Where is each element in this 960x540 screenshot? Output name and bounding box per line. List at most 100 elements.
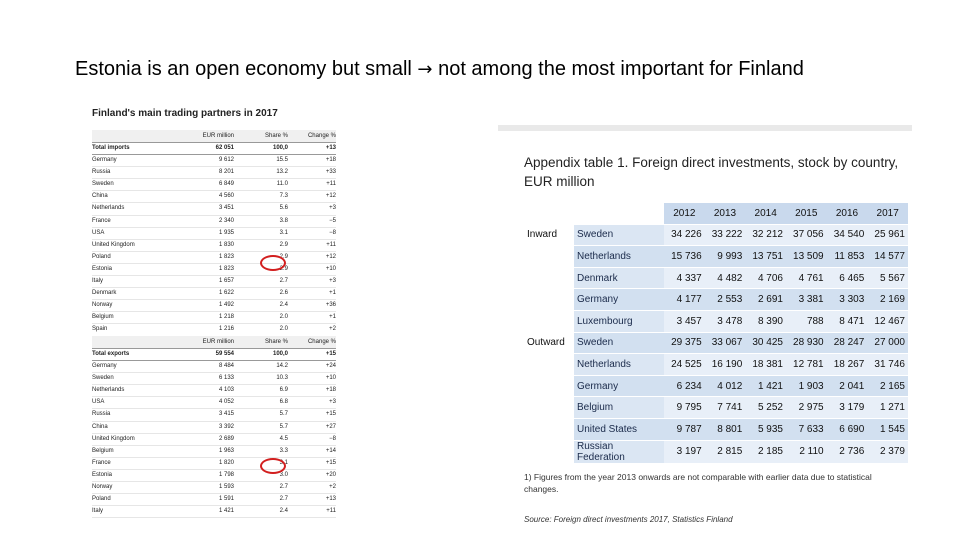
trade-cell: Spain xyxy=(92,518,174,520)
trade-cell: 1 421 xyxy=(218,508,234,515)
trade-cell: 8 484 xyxy=(218,363,234,370)
fdi-value-cell: 13 751 xyxy=(745,245,786,268)
trade-header-cell xyxy=(92,336,174,348)
trade-cell: Estonia xyxy=(92,471,113,478)
trade-row: Sweden 6 133 10.3 +10 xyxy=(92,373,336,386)
trade-cell: 9 612 xyxy=(218,157,234,164)
fdi-value-cell: 2 691 xyxy=(745,288,786,311)
fdi-value-cell: 3 303 xyxy=(826,288,868,311)
trade-row: France 1 820 3.1 +15 xyxy=(92,458,336,470)
fdi-value-cell: 3 381 xyxy=(785,288,827,311)
trade-cell: 1 935 xyxy=(218,229,234,236)
fdi-value-cell: 37 056 xyxy=(785,224,827,247)
fdi-table-title: Appendix table 1. Foreign direct investm… xyxy=(524,155,899,189)
fdi-value-cell: 24 525 xyxy=(664,353,705,376)
fdi-value-cell: 31 746 xyxy=(867,353,908,376)
fdi-footnote: 1) Figures from the year 2013 onwards ar… xyxy=(524,472,872,494)
trade-cell: Belgium xyxy=(92,314,114,321)
trade-row: Norway 1 593 2.7 +2 xyxy=(92,482,336,495)
fdi-table: 2012 2013 2014 2015 2016 2017 Inward Sweden 34 … xyxy=(524,203,908,464)
trade-cell: 1 492 xyxy=(218,302,234,309)
trade-cell: Netherlands xyxy=(92,387,125,394)
fdi-year-header: 2013 xyxy=(704,203,746,225)
fdi-appendix-image: Appendix table 1. Foreign direct investm… xyxy=(498,125,912,531)
estonia-imports-highlight-circle xyxy=(260,255,286,271)
trade-cell: France xyxy=(92,459,111,466)
fdi-value-cell: 27 000 xyxy=(867,332,908,355)
trade-cell: 6 849 xyxy=(218,181,234,188)
trade-cell: 11.0 xyxy=(276,181,288,188)
trade-cell: −8 xyxy=(329,435,336,442)
trade-header-cell: Change % xyxy=(307,133,336,139)
fdi-row: Germany 6 234 4 012 1 421 1 903 2 041 2 165 xyxy=(524,375,908,398)
trade-cell: 1 622 xyxy=(218,290,234,297)
fdi-row: Outward Sweden 29 375 33 067 30 425 28 930 28 … xyxy=(524,332,908,355)
trade-row: Denmark 1 622 2.6 +1 xyxy=(92,288,336,301)
fdi-value-cell: 7 633 xyxy=(785,418,827,441)
fdi-value-cell: 15 736 xyxy=(664,245,705,268)
trade-cell: +18 xyxy=(325,157,336,164)
trade-cell: 1 216 xyxy=(218,326,234,333)
trade-header-cell: EUR million xyxy=(202,133,234,139)
trade-cell: 2.0 xyxy=(279,326,288,333)
trade-header-cell xyxy=(92,130,174,142)
fdi-value-cell: 4 177 xyxy=(664,288,705,311)
trade-cell: +1 xyxy=(329,314,336,321)
fdi-value-cell: 9 795 xyxy=(664,396,705,419)
trade-header-cell: Share % xyxy=(264,133,288,139)
trade-cell: +18 xyxy=(325,387,336,394)
trade-cell: 3.1 xyxy=(279,229,288,236)
trade-header-row: EUR million Share % Change % xyxy=(92,336,336,349)
fdi-country-cell: Netherlands xyxy=(574,353,664,376)
trade-cell: 3.8 xyxy=(279,217,288,224)
fdi-value-cell: 9 993 xyxy=(704,245,746,268)
trade-row: USA 4 052 6.8 +3 xyxy=(92,397,336,410)
trade-cell: 3.0 xyxy=(279,471,288,478)
fdi-group-label xyxy=(524,310,574,333)
trade-cell: +11 xyxy=(292,518,336,520)
trade-cell: 2.7 xyxy=(279,496,288,503)
trade-row: Estonia 1 823 2.9 +10 xyxy=(92,264,336,277)
fdi-country-cell: United States xyxy=(574,418,664,441)
fdi-value-cell: 4 337 xyxy=(664,267,705,290)
trade-cell: 2 689 xyxy=(218,435,234,442)
trade-cell: +11 xyxy=(326,241,336,248)
fdi-value-cell: 18 381 xyxy=(745,353,786,376)
fdi-row: Germany 4 177 2 553 2 691 3 381 3 303 2 169 xyxy=(524,288,908,311)
trade-cell: +11 xyxy=(326,508,336,515)
trade-cell: 2.6 xyxy=(279,290,288,297)
fdi-year-header: 2016 xyxy=(826,203,868,225)
trade-cell: 2.7 xyxy=(279,484,288,491)
trade-cell: Spain xyxy=(92,326,108,333)
trade-header-row: EUR million Share % Change % xyxy=(92,130,336,143)
fdi-country-cell: Denmark xyxy=(574,267,664,290)
fdi-group-label xyxy=(524,353,574,376)
trade-cell: +27 xyxy=(325,423,336,430)
trade-cell: 5.7 xyxy=(279,411,288,418)
trade-row: United Kingdom 1 830 2.9 +11 xyxy=(92,240,336,252)
fdi-value-cell: 788 xyxy=(785,310,827,333)
trade-header-cell: EUR million xyxy=(202,339,234,345)
trade-row: Germany 9 612 15.5 +18 xyxy=(92,155,336,168)
trade-cell: +15 xyxy=(325,411,336,418)
fdi-row: Luxembourg 3 457 3 478 8 390 788 8 471 12 467 xyxy=(524,310,908,333)
fdi-country-cell: Luxembourg xyxy=(574,310,664,333)
trade-cell: France xyxy=(92,217,111,224)
fdi-value-cell: 12 467 xyxy=(867,310,908,333)
trade-cell: +24 xyxy=(325,363,336,370)
trade-row: Russia 3 415 5.7 +15 xyxy=(92,409,336,422)
arrow-right-icon: → xyxy=(417,59,433,80)
trade-cell: 2 340 xyxy=(218,217,234,224)
trade-cell: +10 xyxy=(325,265,336,272)
trade-cell: 10.3 xyxy=(276,375,288,382)
trade-cell: +11 xyxy=(326,181,336,188)
fdi-value-cell: 6 465 xyxy=(826,267,868,290)
trade-row: Belgium 1 963 3.3 +14 xyxy=(92,446,336,458)
trade-cell: 6 133 xyxy=(218,375,234,382)
fdi-group-label xyxy=(524,375,574,398)
trade-cell: Denmark xyxy=(92,290,117,297)
trade-cell: 3.3 xyxy=(279,447,288,454)
trade-cell: 1 593 xyxy=(218,484,234,491)
trade-cell: China xyxy=(92,423,108,430)
trade-cell: 1 823 xyxy=(218,265,234,272)
